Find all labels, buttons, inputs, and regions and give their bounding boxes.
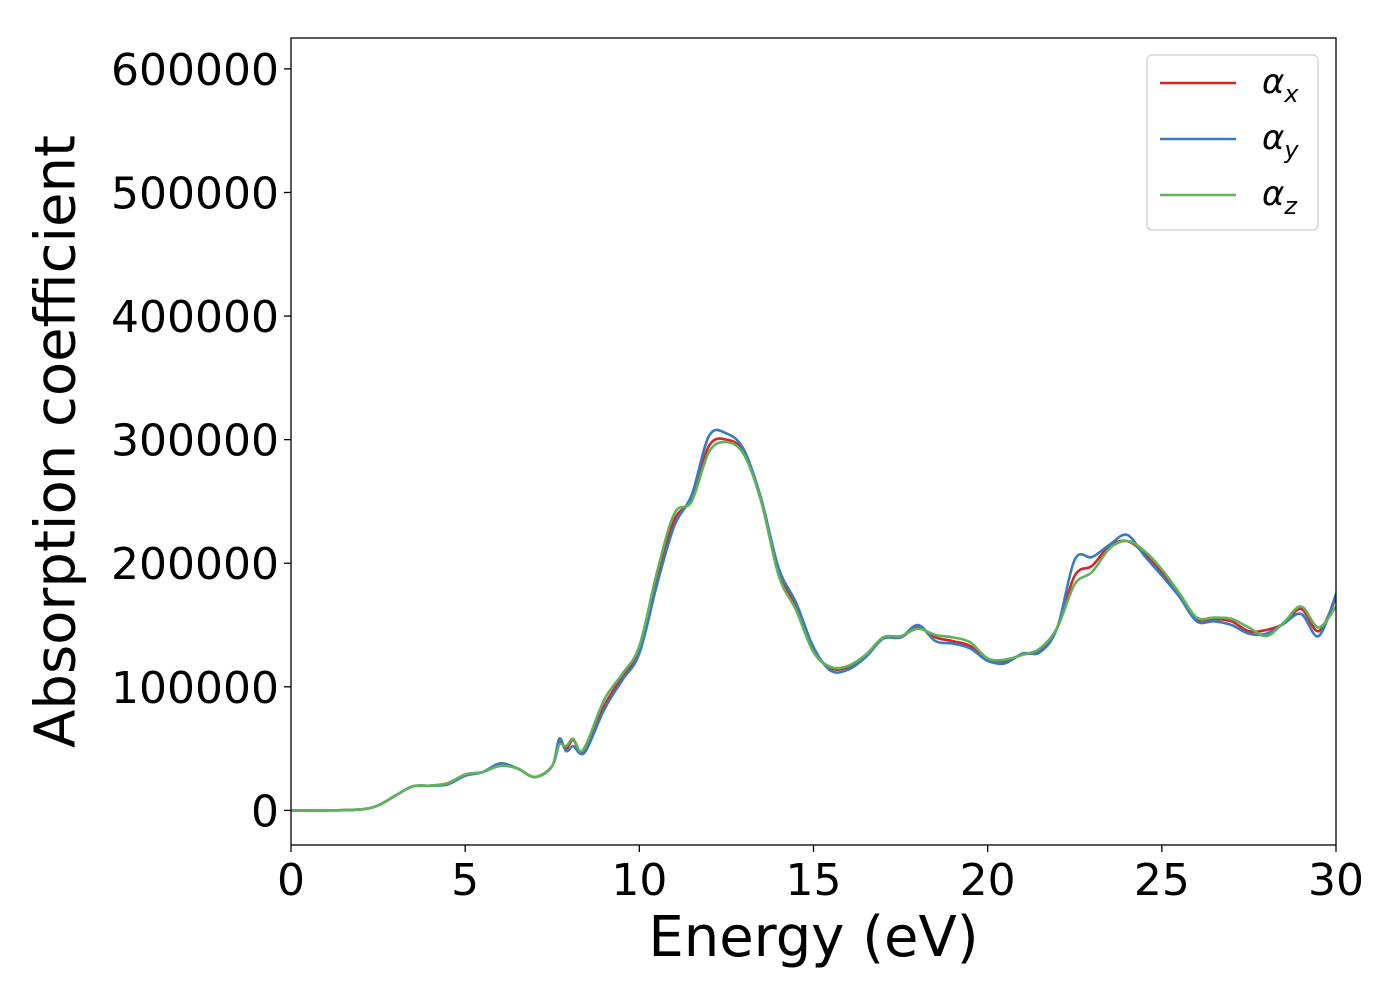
series-layer: [291, 428, 1336, 812]
y-axis-label: Absorption coefficient: [24, 135, 89, 748]
y-tick-label: 500000: [111, 168, 279, 219]
x-tick-label: 30: [1308, 855, 1364, 906]
legend-label-x: αx: [1262, 62, 1299, 108]
legend-box: [1146, 54, 1319, 231]
x-tick-label: 0: [277, 855, 305, 906]
y-tick-label: 200000: [111, 539, 279, 590]
legend-label-y: αy: [1262, 118, 1299, 164]
x-axis-ticks: 0 5 10 15 20 25 30: [277, 845, 1364, 906]
legend-label-z: αz: [1262, 174, 1298, 220]
y-tick-label: 400000: [111, 292, 279, 343]
y-tick-label: 100000: [111, 663, 279, 714]
x-tick-label: 15: [786, 855, 842, 906]
x-tick-label: 5: [451, 855, 479, 906]
series-line-z: [291, 440, 1336, 812]
x-tick-label: 25: [1134, 855, 1190, 906]
series-line-y: [291, 428, 1336, 812]
y-tick-label: 600000: [111, 45, 279, 96]
x-tick-label: 10: [611, 855, 667, 906]
y-axis-ticks: 0 100000 200000 300000 400000 500000 600000: [111, 45, 291, 837]
legend: αx αy αz: [1146, 54, 1319, 231]
y-tick-label: 0: [251, 786, 279, 837]
x-tick-label: 20: [960, 855, 1016, 906]
y-tick-label: 300000: [111, 416, 279, 467]
x-axis-label: Energy (eV): [648, 905, 978, 970]
